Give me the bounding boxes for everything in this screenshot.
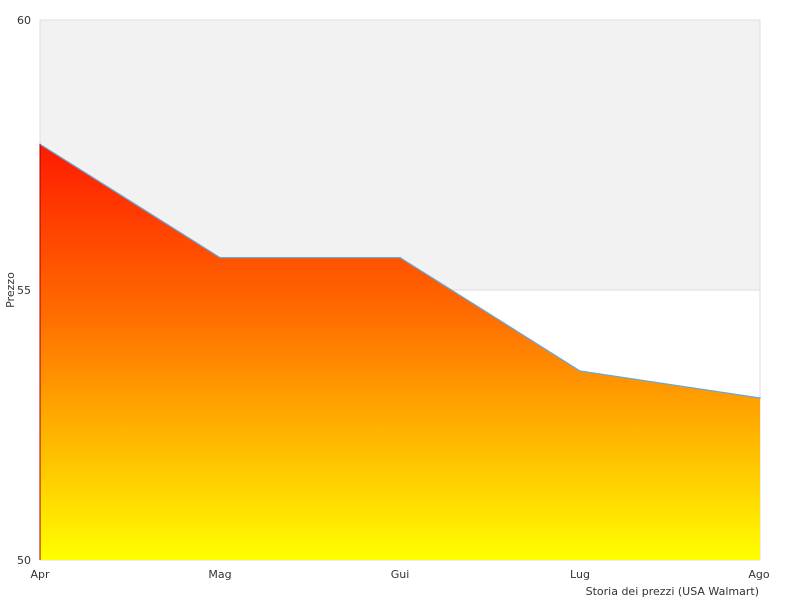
x-tick-label: Gui	[391, 568, 410, 581]
y-tick-label: 50	[17, 554, 31, 567]
axes: 50 55 60 Apr Mag Gui Lug Ago	[17, 14, 770, 581]
y-tick-label: 60	[17, 14, 31, 27]
x-tick-label: Mag	[208, 568, 231, 581]
data-point	[399, 256, 401, 259]
area-fill	[40, 144, 760, 560]
y-axis-title: Prezzo	[4, 272, 17, 308]
data-point	[759, 397, 761, 399]
x-tick-label: Ago	[748, 568, 770, 581]
area-series	[39, 143, 761, 560]
x-tick-label: Apr	[30, 568, 50, 581]
data-point	[579, 370, 581, 372]
x-axis-title: Storia dei prezzi (USA Walmart)	[586, 585, 759, 598]
x-tick-label: Lug	[570, 568, 590, 581]
y-tick-label: 55	[17, 284, 31, 297]
data-point	[219, 256, 221, 259]
axis-labels: Prezzo Storia dei prezzi (USA Walmart)	[4, 272, 759, 598]
